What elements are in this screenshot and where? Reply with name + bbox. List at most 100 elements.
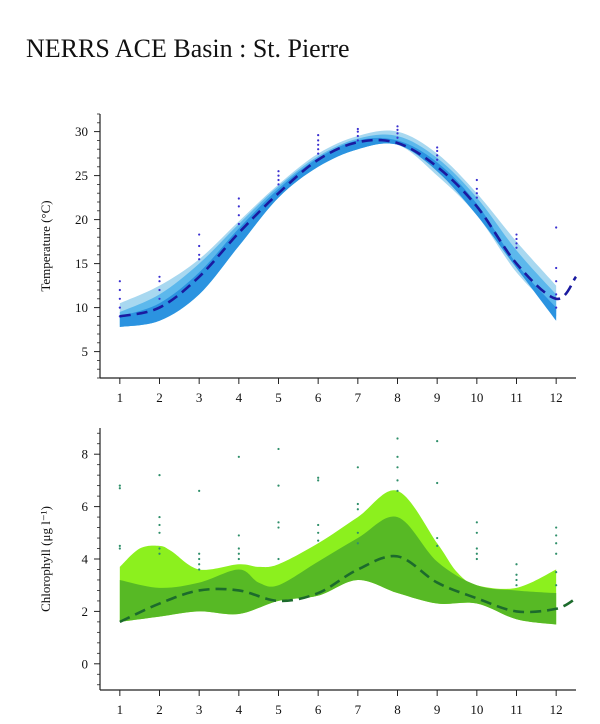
temperature-point <box>436 149 439 153</box>
chlorophyll-point <box>118 484 121 487</box>
page-title: NERRS ACE Basin : St. Pierre <box>26 34 350 63</box>
chlorophyll-y-axis-title: Chlorophyll (μg l⁻¹) <box>38 506 53 612</box>
chlorophyll-point <box>396 466 399 469</box>
chlorophyll-point <box>436 544 439 548</box>
temperature-point <box>475 196 478 199</box>
chlorophyll-x-tick-label: 9 <box>434 702 441 717</box>
chlorophyll-y-tick-label: 0 <box>82 656 89 671</box>
temperature-y-tick-label: 25 <box>75 168 88 183</box>
chlorophyll-point <box>158 547 161 550</box>
temperature-trend-line <box>119 138 578 318</box>
temperature-point <box>555 306 558 309</box>
chlorophyll-point <box>396 455 399 458</box>
chlorophyll-x-tick-label: 6 <box>315 702 322 717</box>
temperature-y-tick-label: 30 <box>75 124 88 139</box>
chlorophyll-point <box>396 489 399 492</box>
temperature-point <box>198 253 201 256</box>
chlorophyll-point <box>277 557 280 561</box>
chlorophyll-x-tick-label: 7 <box>355 702 362 717</box>
temperature-point <box>237 197 240 200</box>
chlorophyll-point <box>317 539 320 542</box>
temperature-point <box>475 192 478 195</box>
chlorophyll-point <box>317 479 320 482</box>
temperature-point <box>436 146 439 149</box>
chlorophyll-point <box>158 474 161 477</box>
chlorophyll-point <box>317 531 320 534</box>
chlorophyll-band-1 <box>119 516 557 625</box>
temperature-x-tick-label: 9 <box>434 390 441 405</box>
chlorophyll-point <box>515 578 518 582</box>
chlorophyll-point <box>396 437 399 440</box>
temperature-point <box>515 246 518 249</box>
chlorophyll-point <box>277 526 280 529</box>
chlorophyll-point <box>158 515 161 519</box>
temperature-point <box>237 222 240 226</box>
chlorophyll-point <box>198 568 201 571</box>
chlorophyll-point <box>555 552 558 555</box>
chlorophyll-y-tick-label: 4 <box>82 552 89 567</box>
temperature-point <box>118 288 121 292</box>
temperature-point <box>317 143 320 146</box>
temperature-point <box>158 280 161 283</box>
chlorophyll-point <box>555 534 558 537</box>
chlorophyll-y-tick-label: 8 <box>82 447 89 462</box>
temperature-point <box>237 214 240 217</box>
temperature-point <box>356 134 359 138</box>
chlorophyll-point <box>356 508 359 511</box>
chlorophyll-x-tick-label: 4 <box>236 702 243 717</box>
temperature-y-tick-label: 15 <box>75 256 88 271</box>
temperature-point <box>198 258 201 261</box>
temperature-point <box>555 266 558 270</box>
temperature-point <box>515 237 518 241</box>
chlorophyll-x-tick-label: 11 <box>510 702 523 717</box>
chlorophyll-point <box>555 542 558 545</box>
temperature-point <box>396 128 399 131</box>
chlorophyll-point <box>237 557 240 561</box>
chlorophyll-point <box>118 547 121 550</box>
chlorophyll-point <box>198 563 201 566</box>
chlorophyll-trend-line <box>119 554 577 624</box>
temperature-x-tick-label: 3 <box>196 390 203 405</box>
chlorophyll-point <box>356 466 359 469</box>
chlorophyll-point <box>237 552 240 555</box>
temperature-point <box>237 205 240 208</box>
chlorophyll-point <box>436 481 439 485</box>
chlorophyll-point <box>475 557 478 561</box>
temperature-x-tick-label: 5 <box>275 390 282 405</box>
temperature-point <box>436 154 439 157</box>
temperature-y-tick-label: 5 <box>82 344 89 359</box>
chlorophyll-x-tick-label: 1 <box>117 702 124 717</box>
chlorophyll-point <box>555 526 558 529</box>
chlorophyll-point <box>356 542 359 545</box>
temperature-x-tick-label: 11 <box>510 390 523 405</box>
temperature-point <box>396 136 399 139</box>
chlorophyll-point <box>198 557 201 561</box>
temperature-point <box>555 293 558 296</box>
chlorophyll-point <box>555 584 558 587</box>
temperature-point <box>396 125 399 128</box>
temperature-y-tick-label: 20 <box>75 212 88 227</box>
chlorophyll-point <box>118 487 121 490</box>
chlorophyll-x-tick-label: 8 <box>394 702 401 717</box>
temperature-y-tick-label: 10 <box>75 300 88 315</box>
chlorophyll-point <box>555 571 558 574</box>
temperature-point <box>198 233 201 236</box>
temperature-point <box>118 280 121 283</box>
temperature-point <box>118 306 121 309</box>
chlorophyll-point <box>515 573 518 576</box>
temperature-point <box>356 127 359 131</box>
temperature-x-tick-label: 2 <box>156 390 163 405</box>
temperature-point <box>356 130 359 133</box>
temperature-point <box>515 242 518 245</box>
temperature-x-tick-label: 4 <box>236 390 243 405</box>
chlorophyll-point <box>317 523 320 527</box>
chlorophyll-point <box>356 502 359 506</box>
chlorophyll-x-tick-label: 10 <box>470 702 483 717</box>
temperature-x-tick-label: 7 <box>355 390 362 405</box>
temperature-point <box>555 280 558 283</box>
chlorophyll-x-tick-label: 12 <box>550 702 563 717</box>
chlorophyll-point <box>237 534 240 537</box>
